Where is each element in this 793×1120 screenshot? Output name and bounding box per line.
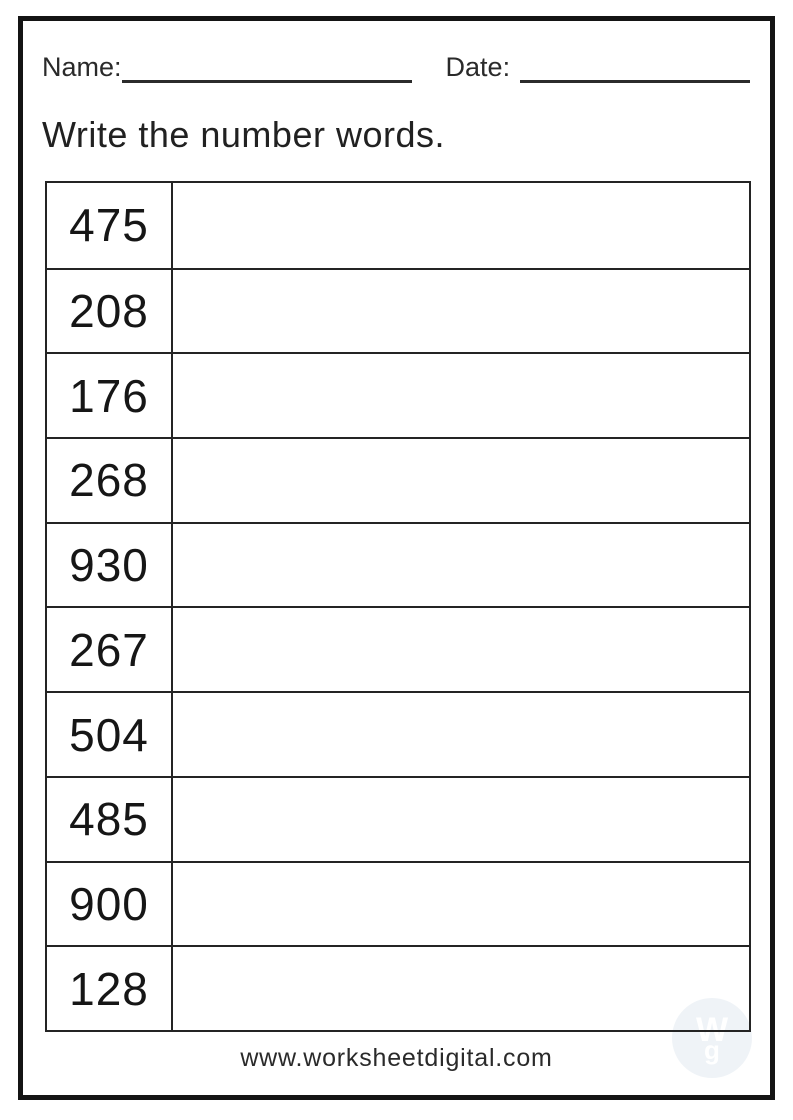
number-cell: 485 — [47, 777, 173, 861]
name-blank-line[interactable] — [121, 55, 412, 83]
number-table-body: 475 208 176 268 930 267 504 485 900 128 — [45, 181, 751, 1032]
number-cell: 267 — [47, 608, 173, 692]
table-row: 208 — [47, 267, 749, 353]
table-row: 128 — [47, 945, 749, 1030]
number-cell: 504 — [47, 693, 173, 776]
table-row: 475 — [47, 183, 749, 268]
date-blank-line[interactable] — [520, 55, 750, 83]
number-cell: 900 — [47, 862, 173, 946]
number-cell: 176 — [47, 354, 173, 438]
answer-cell[interactable] — [173, 947, 749, 1030]
name-label: Name: — [42, 52, 122, 82]
number-cell: 268 — [47, 439, 173, 522]
number-cell: 208 — [47, 269, 173, 353]
website-url: www.worksheetdigital.com — [240, 1044, 553, 1072]
page-title: Write the number words. — [42, 114, 445, 155]
number-cell: 128 — [47, 947, 173, 1030]
answer-cell[interactable] — [173, 354, 749, 437]
table-row: 176 — [47, 352, 749, 438]
answer-cell[interactable] — [173, 863, 749, 946]
answer-cell[interactable] — [173, 439, 749, 522]
watermark-letter-g: g — [704, 1035, 720, 1065]
table-row: 267 — [47, 606, 749, 692]
answer-cell[interactable] — [173, 524, 749, 607]
table-row: 485 — [47, 775, 749, 861]
worksheetdigital-logo-watermark: W g — [672, 998, 752, 1078]
table-row: 900 — [47, 860, 749, 946]
number-cell: 475 — [47, 183, 173, 268]
answer-cell[interactable] — [173, 183, 749, 268]
answer-cell[interactable] — [173, 778, 749, 861]
table-row: 504 — [47, 691, 749, 776]
date-label: Date: — [445, 52, 511, 82]
answer-cell[interactable] — [173, 608, 749, 691]
header: Name: Date: — [42, 52, 750, 83]
number-cell: 930 — [47, 523, 173, 607]
table-row: 930 — [47, 521, 749, 607]
answer-cell[interactable] — [173, 270, 749, 353]
answer-cell[interactable] — [173, 693, 749, 776]
table-row: 268 — [47, 437, 749, 522]
